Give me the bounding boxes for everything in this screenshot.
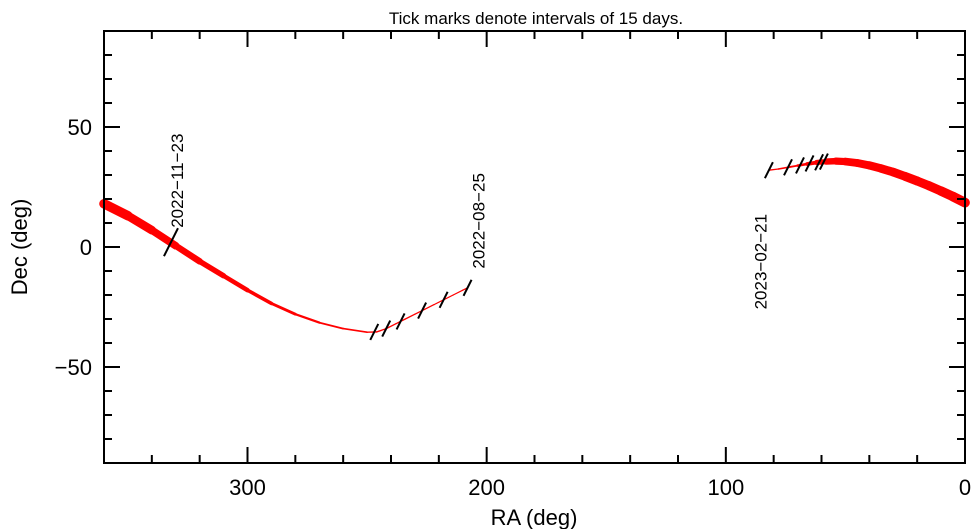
date-tickmark-11 (814, 153, 825, 171)
track-segment-0-15 (404, 313, 416, 320)
track-segment-0-2 (148, 226, 180, 250)
track-segment-1-2 (787, 164, 799, 169)
date-tickmark-3 (417, 302, 427, 320)
date-annotation-2: 2023−02−21 (751, 214, 770, 310)
track-segment-0-17 (423, 303, 435, 311)
x-tick-label-100: 100 (707, 475, 744, 500)
date-tickmark-8 (783, 158, 793, 176)
track-segment-0-1 (123, 211, 157, 235)
date-tickmark-6 (369, 323, 380, 341)
date-annotation-1: 2022−08−25 (469, 173, 488, 269)
chart-title: Tick marks denote intervals of 15 days. (389, 9, 683, 28)
track-segment-0-3 (172, 242, 203, 265)
axes-layer (103, 30, 966, 464)
date-annotations-layer: 2022−11−23 2022−08−25 2023−02−21 (168, 134, 771, 310)
date-annotation-0: 2022−11−23 (168, 134, 187, 228)
track-segment-0-12 (375, 327, 387, 333)
date-tickmark-2 (438, 291, 449, 309)
track-segment-0-5 (221, 273, 250, 293)
track-segment-0-20 (452, 289, 464, 296)
y-tick-label-50: 50 (68, 115, 92, 140)
date-tickmark-5 (381, 320, 392, 338)
track-segment-0-9 (318, 321, 345, 330)
date-tickmark-9 (795, 156, 805, 174)
date-tickmark-1 (462, 279, 473, 297)
curves-layer (99, 157, 970, 334)
track-segment-1-0 (768, 168, 780, 171)
track-segment-0-6 (245, 288, 274, 306)
track-segment-0-0 (99, 199, 133, 221)
track-segment-0-10 (342, 327, 368, 334)
track-segment-0-19 (443, 294, 454, 301)
date-tickmark-12 (818, 153, 829, 171)
x-axis-label: RA (deg) (491, 505, 578, 529)
y-tick-label-0: 0 (80, 235, 92, 260)
track-segment-0-8 (294, 313, 321, 324)
track-segment-0-4 (196, 258, 227, 279)
date-tickmarks-layer (163, 153, 829, 341)
date-tickmark-0 (163, 227, 179, 257)
track-segment-0-13 (385, 323, 397, 330)
y-tick-label--50: −50 (55, 355, 92, 380)
date-tickmark-7 (763, 161, 774, 179)
date-tickmark-4 (395, 312, 406, 330)
y-axis-label: Dec (deg) (7, 199, 32, 296)
x-tick-label-200: 200 (468, 475, 505, 500)
track-segment-0-18 (433, 299, 445, 306)
track-segment-1-1 (777, 166, 789, 170)
date-tickmark-10 (804, 155, 815, 172)
track-segment-0-7 (269, 301, 297, 316)
axis-tick-labels-layer: 300 200 100 0 50 0 −50 (55, 115, 971, 500)
x-tick-label-0: 0 (959, 475, 971, 500)
plot-frame (103, 30, 966, 464)
x-tick-label-300: 300 (229, 475, 266, 500)
